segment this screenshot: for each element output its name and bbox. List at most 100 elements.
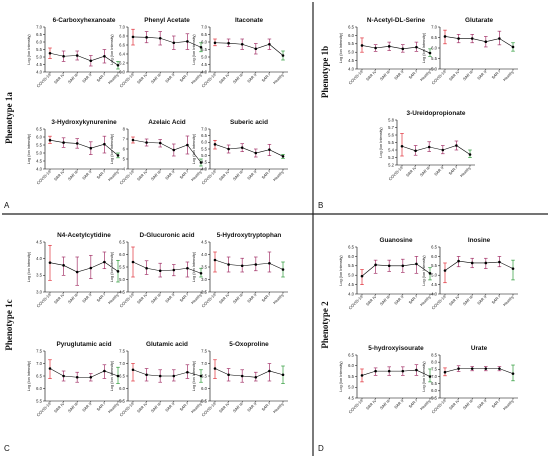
- y-tick-label: 7.0: [36, 24, 42, 29]
- y-tick-label: 6.5: [119, 239, 125, 244]
- data-point: [131, 260, 135, 264]
- series-line: [444, 36, 514, 48]
- subplot-3: Itaconate Log (Ion Intensity) 4.0 4.5 5.0 5.5…: [192, 17, 288, 88]
- y-tick-label: 6.5: [431, 381, 437, 386]
- x-tick-label: SAR I: [95, 72, 106, 83]
- data-point: [470, 367, 474, 370]
- y-tick-label: 5.0: [201, 153, 207, 158]
- x-tick-label: SAR II: [476, 294, 487, 305]
- data-point: [511, 372, 515, 375]
- y-tick-label: 5.0: [431, 66, 437, 71]
- y-tick-label: 6.8: [119, 33, 125, 38]
- data-point: [427, 145, 431, 149]
- x-tick-label: SAR III: [379, 294, 391, 306]
- y-tick-label: 7.0: [119, 361, 125, 366]
- data-point: [227, 373, 230, 377]
- y-tick-label: 6.5: [36, 373, 42, 378]
- data-point: [254, 47, 258, 51]
- data-point: [158, 269, 162, 273]
- x-tick-label: SAR II: [393, 69, 404, 80]
- y-tick-label: 6.0: [348, 363, 354, 368]
- y-tick-label: 4.0: [201, 252, 207, 257]
- data-point: [470, 37, 474, 40]
- data-point: [62, 374, 65, 378]
- x-tick-label: SAR II: [81, 169, 92, 180]
- x-tick-label: SAR III: [150, 169, 162, 181]
- y-tick-label: 5.5: [348, 41, 354, 46]
- data-point: [400, 144, 404, 148]
- x-tick-label: SAR IV: [448, 294, 461, 307]
- x-tick-label: SAR III: [462, 294, 474, 306]
- subplot-19: Urate Log (Ion Intensity) 5.5 6.0 6.5 7.0 7.5 8…: [422, 345, 518, 414]
- y-tick-label: 5: [123, 156, 126, 161]
- x-tick-label: SAR IV: [448, 69, 461, 82]
- y-tick-label: 4.5: [348, 395, 354, 400]
- y-axis-label: Log (Ion Intensity): [110, 133, 114, 164]
- x-tick-label: SAR IV: [218, 292, 231, 305]
- x-tick-label: COVID-19: [430, 294, 446, 310]
- data-point: [75, 54, 79, 57]
- chart-title: N-Acetyl-DL-Serine: [367, 17, 426, 24]
- data-point: [360, 374, 364, 377]
- x-tick-label: SAR II: [81, 401, 92, 412]
- x-tick-label: SAR I: [490, 398, 501, 409]
- y-tick-label: 5.8: [388, 117, 394, 122]
- x-tick-label: SAR I: [407, 69, 418, 80]
- y-tick-label: 7.5: [119, 348, 125, 353]
- data-point: [227, 263, 230, 266]
- data-point: [131, 368, 135, 372]
- x-tick-label: SAR II: [393, 398, 404, 409]
- data-point: [48, 138, 52, 142]
- subplot-1: 6-Carboxyhexanoate Log (Ion Intensity) 4.0…: [27, 17, 123, 88]
- x-tick-label: COVID-19: [118, 169, 134, 185]
- y-axis-label: Log (Ion Intensity): [192, 34, 196, 65]
- subplot-9: 3-Ureidopropionate Log (Ion Intensity) 5.2…: [379, 110, 475, 181]
- y-tick-label: 5.5: [119, 398, 125, 403]
- x-tick-label: SAR IV: [53, 401, 66, 414]
- y-tick-label: 8.5: [431, 352, 437, 357]
- y-axis-label: Log (Ion Intensity): [27, 360, 31, 391]
- y-tick-label: 5.3: [388, 155, 394, 160]
- chart-title: 3-Ureidopropionate: [407, 110, 466, 117]
- x-tick-label: SAR III: [232, 169, 244, 181]
- data-point: [213, 367, 217, 370]
- subplot-5: Glutarate Log (Ion Intensity) 5.0 5.5 6.0 6.5…: [422, 17, 518, 85]
- data-point: [103, 54, 106, 58]
- x-tick-label: SAR IV: [53, 72, 66, 85]
- data-point: [387, 369, 391, 373]
- y-axis-label: Log (Ion Intensity): [192, 133, 196, 164]
- x-tick-label: COVID-19: [35, 169, 51, 185]
- x-tick-label: SAR III: [232, 72, 244, 84]
- data-point: [268, 369, 271, 373]
- y-tick-label: 6.0: [201, 386, 207, 391]
- y-tick-label: 4.0: [201, 69, 207, 74]
- data-point: [158, 141, 162, 145]
- x-tick-label: SAR I: [447, 165, 458, 176]
- data-point: [374, 263, 377, 267]
- data-point: [468, 153, 472, 156]
- x-tick-label: SAR IV: [218, 401, 231, 414]
- data-point: [498, 37, 501, 40]
- subplot-6: 3-Hydroxykynurenine Log (Ion Intensity) 4.…: [27, 119, 123, 185]
- y-tick-label: 5.5: [36, 398, 42, 403]
- data-point: [281, 373, 285, 377]
- data-point: [240, 374, 244, 378]
- data-point: [213, 41, 217, 45]
- data-point: [498, 260, 501, 264]
- y-tick-label: 7.0: [201, 24, 207, 29]
- x-tick-label: COVID-19: [430, 69, 446, 85]
- y-tick-label: 5.5: [201, 47, 207, 52]
- data-point: [415, 368, 418, 372]
- y-axis-label: Log (Ion Intensity): [110, 360, 114, 391]
- y-tick-label: 5.0: [348, 385, 354, 390]
- data-point: [186, 370, 189, 374]
- y-tick-label: 6.5: [201, 133, 207, 138]
- series-line: [214, 42, 284, 56]
- data-point: [441, 148, 445, 152]
- x-tick-label: SAR III: [462, 398, 474, 410]
- phenotype-label-2: Phenotype 2: [320, 301, 330, 349]
- y-axis-label: Log (Ion Intensity): [27, 251, 31, 282]
- y-tick-label: 7.0: [201, 126, 207, 131]
- data-point: [75, 375, 79, 379]
